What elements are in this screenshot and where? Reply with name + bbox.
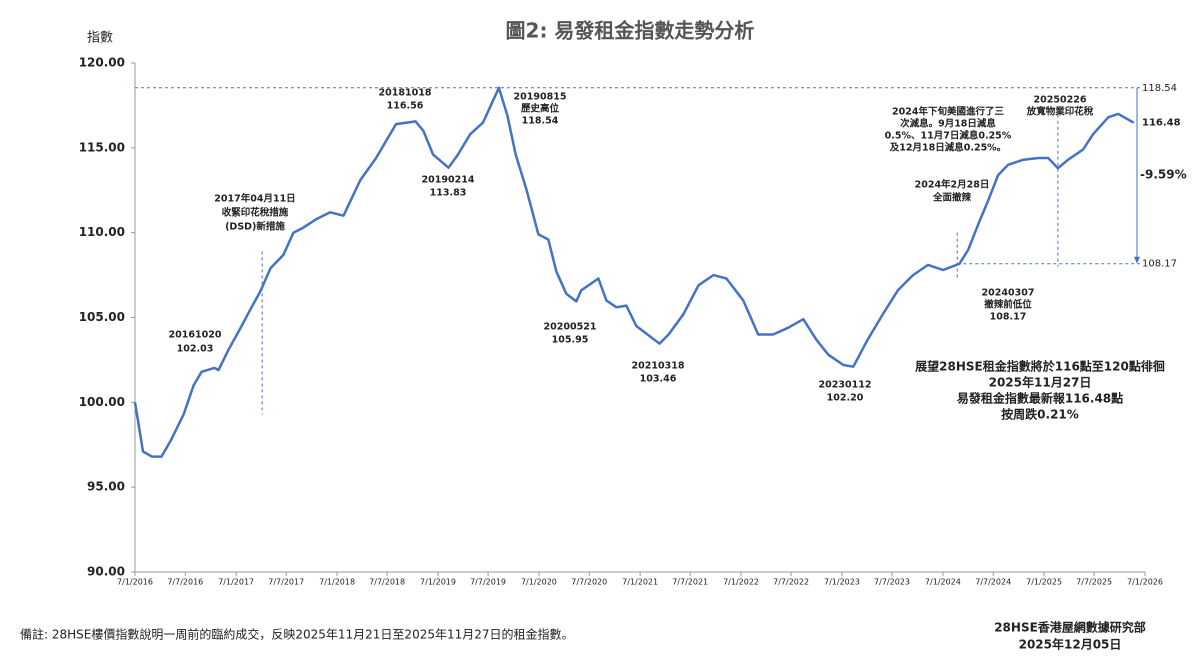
- x-tick-label: 7/7/2017: [268, 578, 304, 587]
- annotation: 20210318: [632, 361, 685, 372]
- x-tick-label: 7/7/2021: [672, 578, 708, 587]
- x-tick-label: 7/1/2018: [319, 578, 355, 587]
- annotation: 20250226: [1034, 95, 1087, 106]
- annotation: 放寬物業印花稅: [1026, 106, 1094, 118]
- annotation: 116.56: [387, 101, 424, 112]
- reference-label: 118.54: [1142, 83, 1177, 94]
- y-tick-label: 105.00: [79, 310, 125, 324]
- annotation: 歷史高位: [521, 103, 560, 115]
- x-tick-label: 7/1/2026: [1127, 578, 1163, 587]
- annotation: 20181018: [379, 88, 432, 99]
- x-tick-label: 7/1/2024: [925, 578, 961, 587]
- footnote: 備註: 28HSE樓價指數說明一周前的臨約成交，反映2025年11月21日至20…: [20, 627, 574, 642]
- y-tick-label: 95.00: [87, 480, 125, 494]
- reference-label: 108.17: [1142, 259, 1177, 270]
- annotation: 0.5%、11月7日減息0.25%: [885, 130, 1012, 142]
- x-tick-label: 7/1/2019: [420, 578, 456, 587]
- last-label: 116.48: [1142, 118, 1181, 129]
- x-tick-label: 7/7/2020: [571, 578, 607, 587]
- arrow-head: [1134, 256, 1140, 264]
- x-tick-label: 7/7/2024: [975, 578, 1011, 587]
- annotation: 按周跌0.21%: [1001, 407, 1079, 422]
- annotation: 20200521: [544, 322, 597, 333]
- y-tick-label: 120.00: [79, 56, 125, 70]
- annotation: 收緊印花稅措施: [222, 207, 289, 219]
- y-tick-label: 115.00: [79, 140, 125, 154]
- annotation: 103.46: [640, 374, 677, 385]
- annotation: 113.83: [430, 188, 467, 199]
- source: 28HSE香港屋網數據研究部: [994, 620, 1146, 635]
- y-tick-label: 90.00: [87, 565, 125, 579]
- annotation: 展望28HSE租金指數將於116點至120點徘徊: [915, 359, 1165, 374]
- x-tick-label: 7/1/2017: [218, 578, 254, 587]
- annotation: 次減息。9月18日減息: [900, 118, 996, 130]
- annotation: 20190815: [514, 92, 567, 103]
- annotation: 118.54: [522, 116, 559, 127]
- x-tick-label: 7/1/2025: [1026, 578, 1062, 587]
- annotation: 102.03: [177, 344, 214, 355]
- annotation: 易發租金指數最新報116.48點: [957, 391, 1123, 406]
- annotation: 20161020: [169, 330, 222, 341]
- change-label: -9.59%: [1140, 168, 1187, 182]
- annotation: 2024年下旬美國進行了三: [892, 106, 1004, 118]
- x-tick-label: 7/1/2021: [622, 578, 658, 587]
- annotation: 2025年11月27日: [989, 375, 1092, 390]
- x-tick-label: 7/1/2022: [723, 578, 759, 587]
- annotation: 2024年2月28日: [915, 179, 990, 191]
- annotation: 108.17: [990, 312, 1027, 323]
- annotation: 全面撤辣: [932, 192, 972, 204]
- x-tick-label: 7/7/2019: [470, 578, 506, 587]
- chart-title: 圖2: 易發租金指數走勢分析: [506, 19, 755, 43]
- annotation: 及12月18日減息0.25%。: [890, 142, 1006, 154]
- annotation: 2017年04月11日: [214, 193, 295, 205]
- annotation: 撤辣前低位: [984, 299, 1032, 311]
- y-tick-label: 110.00: [79, 225, 125, 239]
- y-tick-label: 100.00: [79, 395, 125, 409]
- x-tick-label: 7/7/2018: [369, 578, 405, 587]
- annotation: 20240307: [982, 288, 1035, 299]
- x-tick-label: 7/7/2022: [773, 578, 809, 587]
- x-tick-label: 7/1/2023: [824, 578, 860, 587]
- y-axis-label: 指數: [87, 31, 113, 46]
- annotation: (DSD)新措施: [225, 221, 285, 233]
- x-tick-label: 7/7/2023: [874, 578, 910, 587]
- x-tick-label: 7/1/2020: [521, 578, 557, 587]
- annotation: 20230112: [819, 380, 872, 391]
- x-tick-label: 7/7/2016: [167, 578, 203, 587]
- x-tick-label: 7/7/2025: [1076, 578, 1112, 587]
- annotation: 102.20: [827, 393, 864, 404]
- annotation: 20190214: [422, 175, 475, 186]
- x-tick-label: 7/1/2016: [117, 578, 153, 587]
- source-date: 2025年12月05日: [1019, 637, 1122, 652]
- index-line: [133, 86, 1135, 458]
- annotation: 105.95: [552, 335, 589, 346]
